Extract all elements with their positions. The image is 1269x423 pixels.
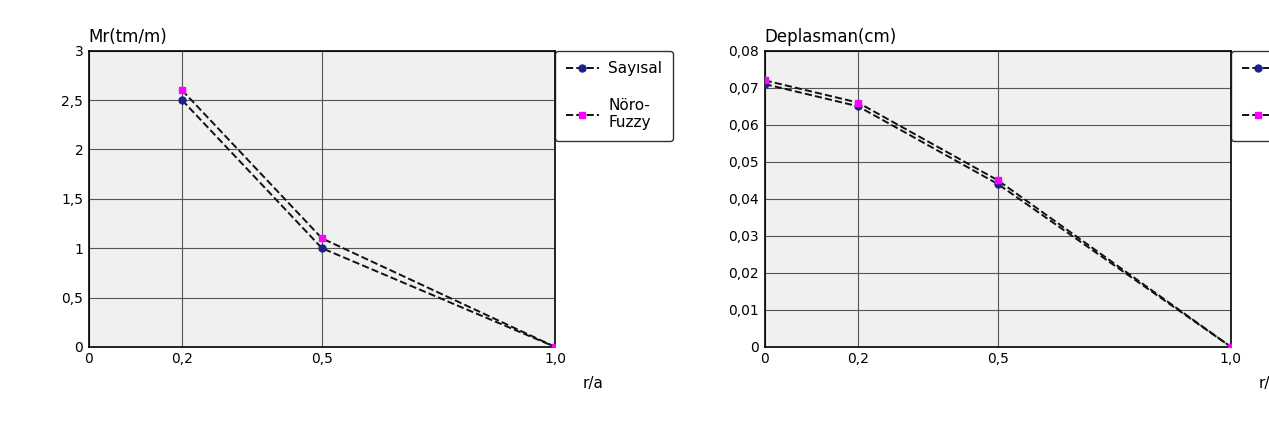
Legend: Sayısal, Nöro-
Fuzzy: Sayısal, Nöro- Fuzzy	[1231, 51, 1269, 141]
Text: Deplasman(cm): Deplasman(cm)	[765, 28, 897, 47]
Text: r/a: r/a	[1259, 376, 1269, 391]
Text: r/a: r/a	[582, 376, 604, 391]
Text: Mr(tm/m): Mr(tm/m)	[89, 28, 168, 47]
Legend: Sayısal, Nöro-
Fuzzy: Sayısal, Nöro- Fuzzy	[555, 51, 673, 141]
